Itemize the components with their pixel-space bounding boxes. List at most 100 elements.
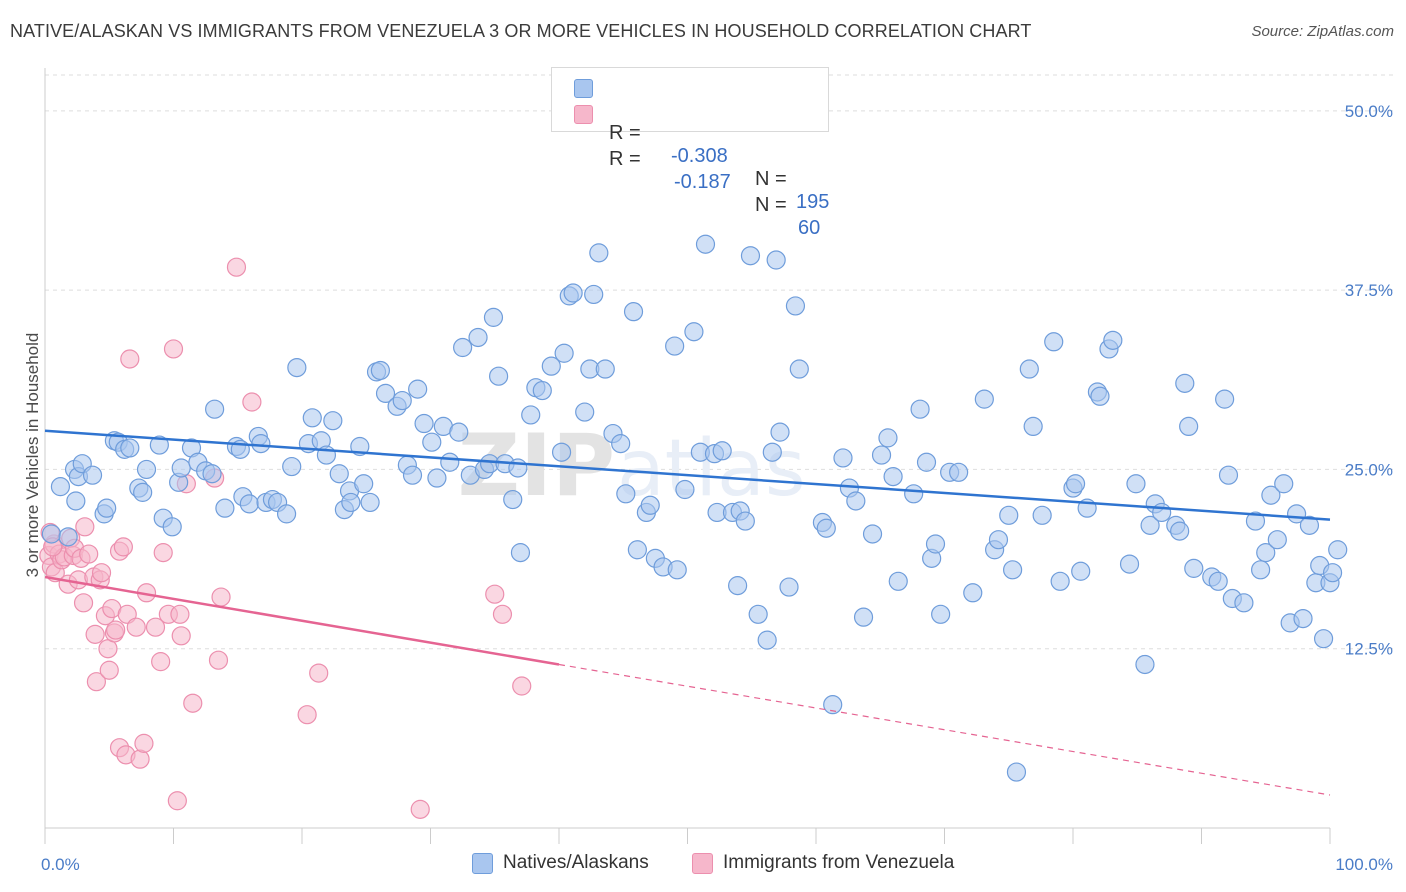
legend-n-value: 60 [798,217,821,239]
venezuela-point [130,749,150,769]
venezuela-point [151,652,171,672]
venezuela-point [73,593,94,613]
legend-swatch-blue [472,853,493,874]
natives-point [136,459,157,480]
natives-point [974,389,994,409]
venezuela-point [145,617,166,637]
venezuela-point [113,537,133,557]
natives-point [541,356,561,376]
natives-point [1313,629,1334,649]
natives-point [1152,502,1172,523]
y-tick-label: 50.0% [1345,102,1393,121]
natives-point [728,576,748,596]
natives-point [329,464,349,484]
venezuela-point [485,584,505,604]
natives-point [1090,386,1110,406]
natives-point [1215,389,1235,409]
venezuela-point [297,705,317,725]
natives-point [1251,560,1271,580]
natives-point [735,511,755,531]
natives-point [1208,571,1228,591]
natives-point [1103,330,1123,350]
natives-point [66,491,86,511]
natives-point [82,465,103,485]
natives-point [623,302,644,322]
natives-point [449,422,469,442]
natives-point [149,435,169,455]
natives-point [370,360,390,381]
natives-point [1065,474,1086,494]
legend-r-label: R = [609,122,641,144]
natives-point [1023,416,1043,436]
natives-point [757,630,777,650]
natives-point [1245,511,1266,531]
natives-point [616,484,636,504]
natives-point [770,422,790,442]
natives-point [1050,571,1070,591]
natives-point [748,604,768,624]
legend-row-natives: R = -0.308 N = 195 [574,76,829,213]
venezuela-point [153,543,173,563]
venezuela-point [309,663,329,683]
natives-point [276,504,297,524]
natives-point [489,366,509,386]
natives-point [823,695,843,715]
venezuela-point [410,799,430,819]
natives-point [910,399,930,419]
legend-r-label: R = [609,148,641,170]
natives-point [508,458,528,478]
legend-label-venezuela: Immigrants from Venezuela [723,852,955,873]
natives-point [532,380,552,401]
natives-point [846,491,866,511]
natives-point [853,607,874,627]
venezuela-point [106,620,126,640]
venezuela-point [126,617,146,637]
natives-point [931,604,951,624]
y-tick-label: 37.5% [1345,281,1393,300]
venezuela-point [120,349,140,369]
natives-point [440,452,460,472]
natives-point [521,405,541,425]
natives-point [1322,563,1343,583]
trend-lines [44,429,1331,796]
venezuela-point [163,339,184,359]
natives-point [584,284,604,305]
natives-point [589,243,609,263]
natives-point [1261,485,1281,505]
x-tick-labels: 0.0% 100.0% [41,855,1393,874]
natives-point [287,357,307,378]
natives-point [202,464,222,484]
natives-point [1256,543,1276,563]
natives-point [205,399,225,419]
natives-point [779,577,799,597]
venezuela-point [208,650,229,670]
natives-point [41,524,62,544]
natives-point [1006,762,1027,782]
natives-point [862,524,883,544]
natives-point [1126,474,1146,494]
natives-point [575,402,595,422]
natives-point [341,492,361,513]
natives-point [1328,540,1348,560]
natives-point [1135,654,1155,675]
x-tick-label-max: 100.0% [1335,855,1393,874]
venezuela-point [79,544,99,564]
natives-point [251,434,271,454]
natives-point [554,343,574,363]
natives-point [503,489,523,510]
venezuela-trend-extension [558,663,1331,796]
legend-n-label: N = [755,168,787,190]
natives-point [665,336,685,356]
natives-point [354,474,374,494]
axes [44,68,1331,844]
natives-point [611,434,631,454]
natives-point [133,482,153,502]
natives-point [904,484,924,504]
series-venezuela-points [39,257,532,819]
legend-n-value: 195 [796,191,830,213]
venezuela-point [492,604,513,624]
natives-point [766,250,786,270]
natives-point [963,583,983,603]
natives-point [1175,373,1195,393]
